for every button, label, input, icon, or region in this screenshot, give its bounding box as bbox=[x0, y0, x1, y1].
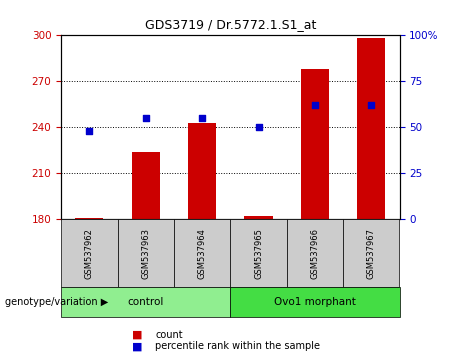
Text: GSM537963: GSM537963 bbox=[141, 228, 150, 279]
Text: Ovo1 morphant: Ovo1 morphant bbox=[274, 297, 356, 307]
Title: GDS3719 / Dr.5772.1.S1_at: GDS3719 / Dr.5772.1.S1_at bbox=[145, 18, 316, 32]
Point bbox=[311, 103, 319, 108]
Bar bbox=[357, 39, 385, 219]
Point bbox=[368, 103, 375, 108]
Text: ■: ■ bbox=[132, 341, 142, 351]
Text: control: control bbox=[127, 297, 164, 307]
Point bbox=[255, 125, 262, 130]
Text: GSM537964: GSM537964 bbox=[197, 228, 207, 279]
Point bbox=[142, 115, 149, 121]
Bar bbox=[244, 216, 273, 219]
Text: percentile rank within the sample: percentile rank within the sample bbox=[155, 341, 320, 351]
Bar bbox=[301, 69, 329, 219]
Text: GSM537965: GSM537965 bbox=[254, 228, 263, 279]
Text: GSM537962: GSM537962 bbox=[85, 228, 94, 279]
Text: ■: ■ bbox=[132, 330, 142, 339]
Point bbox=[198, 115, 206, 121]
Bar bbox=[75, 218, 103, 219]
Bar bbox=[188, 123, 216, 219]
Text: count: count bbox=[155, 330, 183, 339]
Text: genotype/variation ▶: genotype/variation ▶ bbox=[5, 297, 108, 307]
Text: GSM537966: GSM537966 bbox=[310, 228, 320, 279]
Text: GSM537967: GSM537967 bbox=[367, 228, 376, 279]
Point bbox=[86, 128, 93, 134]
Bar bbox=[132, 152, 160, 219]
